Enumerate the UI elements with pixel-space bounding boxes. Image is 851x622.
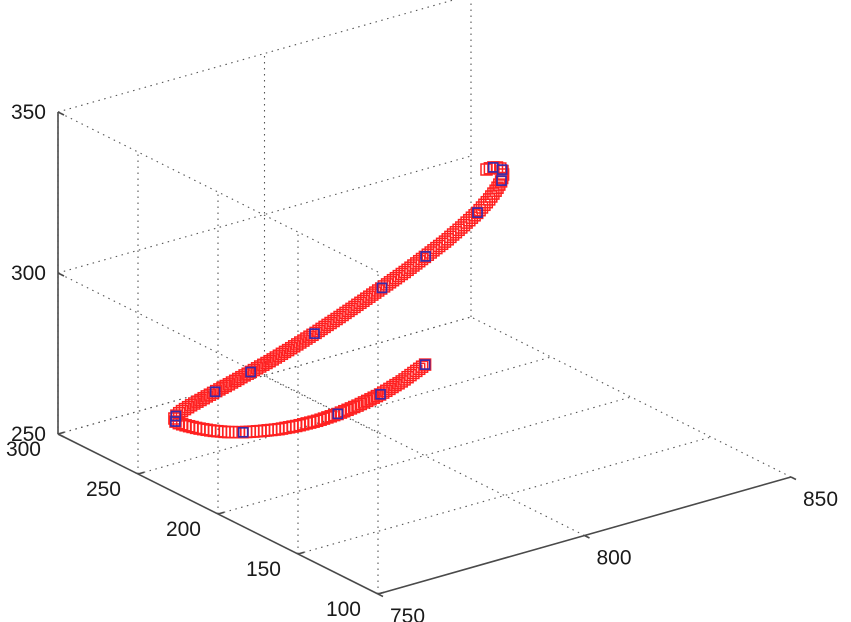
z-tick-label: 350 (11, 101, 46, 124)
z-tick-label: 250 (11, 423, 46, 446)
y-tick-mark (297, 551, 305, 555)
data-point (338, 404, 351, 418)
grid-line-floor-x (264, 375, 585, 536)
axis-lines (57, 111, 797, 598)
data-point (376, 282, 388, 294)
grid-lines (57, 0, 792, 595)
y-tick-mark (137, 471, 145, 475)
data-point (250, 425, 264, 438)
data-point (247, 425, 260, 438)
y-tick-label: 150 (246, 558, 281, 581)
data-point (496, 175, 507, 186)
data-point (354, 397, 368, 411)
z-tick-mark (57, 111, 65, 116)
z-tick-mark (57, 433, 65, 438)
data-point (265, 423, 278, 437)
data-point (332, 408, 344, 420)
x-tick-mark (790, 476, 797, 481)
data-point (347, 400, 361, 414)
data-point (487, 162, 499, 173)
sample-series (170, 162, 508, 438)
z-tick-label: 300 (11, 262, 46, 285)
data-point (261, 424, 274, 437)
data-point (472, 207, 483, 218)
data-point (170, 410, 182, 422)
y-tick-label: 200 (166, 518, 201, 541)
y-tick-label: 250 (86, 478, 121, 501)
x-tick-label: 850 (803, 488, 838, 511)
data-point (214, 425, 228, 438)
x-tick-label: 750 (390, 605, 425, 622)
data-point (170, 416, 181, 427)
data-markers (168, 161, 510, 439)
data-point (357, 396, 371, 409)
x-tick-mark (584, 534, 590, 539)
data-point (309, 328, 320, 339)
grid-line-left-z (57, 111, 379, 273)
data-point (375, 388, 386, 400)
data-point (367, 391, 380, 404)
data-point (254, 424, 267, 438)
data-point (225, 425, 239, 439)
data-point (245, 366, 256, 378)
data-point (324, 410, 338, 423)
data-point (211, 424, 224, 438)
x-tick-label: 800 (597, 547, 632, 570)
y-tick-mark (217, 511, 225, 515)
y-tick-label: 100 (326, 598, 361, 621)
grid-line-floor-x (470, 316, 792, 478)
data-point (480, 163, 493, 176)
data-point (221, 425, 235, 439)
data-point (351, 399, 364, 412)
data-point (420, 251, 431, 262)
y-tick-label: 300 (6, 438, 41, 461)
data-point (419, 359, 431, 370)
data-point (257, 424, 271, 437)
y-tick-mark (377, 591, 385, 595)
data-point (209, 386, 221, 398)
grid-line-floor-y (217, 396, 632, 515)
data-point (218, 425, 231, 439)
data-point (360, 394, 374, 408)
z-tick-mark (57, 272, 65, 277)
grid-line-floor-y (297, 436, 712, 555)
data-point (237, 426, 249, 438)
data-point (344, 402, 358, 415)
